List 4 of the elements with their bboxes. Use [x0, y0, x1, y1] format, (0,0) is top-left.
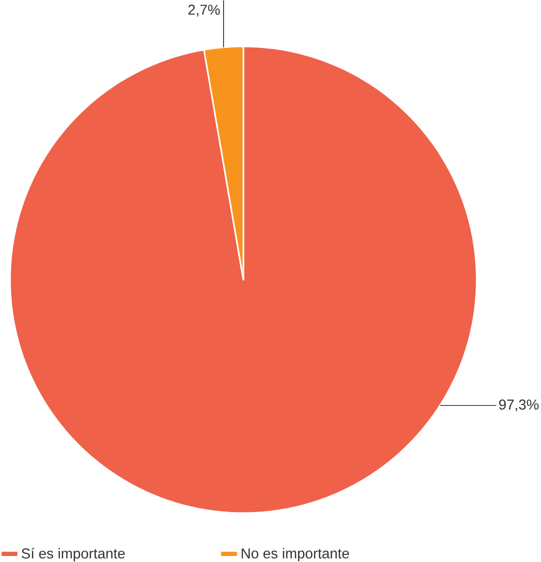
data-label: 97,3%	[499, 400, 539, 412]
legend-label: No es importante	[242, 548, 349, 562]
legend-label: Sí es importante	[22, 548, 125, 562]
data-label: 2,7%	[188, 4, 220, 17]
